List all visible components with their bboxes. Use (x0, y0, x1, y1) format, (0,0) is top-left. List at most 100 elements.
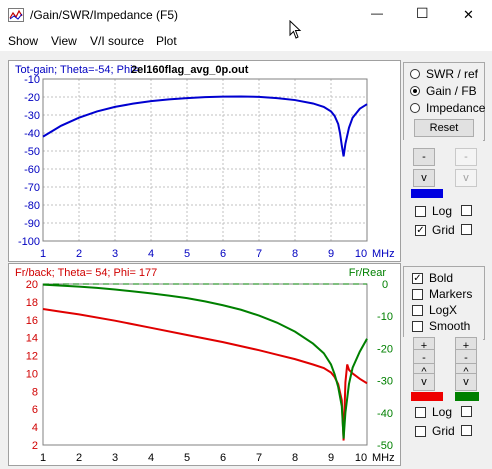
radio-gain-button[interactable] (410, 86, 420, 96)
bold-box[interactable]: ✓ (412, 272, 423, 284)
top-x-tick-label: 5 (184, 248, 190, 260)
top-y-tick-label: -80 (24, 200, 40, 212)
bottom-right-color-swatch[interactable] (455, 392, 479, 401)
radio-impedance-button[interactable] (410, 103, 420, 113)
bottom-x-tick-label: 4 (148, 452, 154, 464)
top-log-label: Log (432, 204, 453, 218)
top-x-tick-label: 3 (112, 248, 118, 260)
bottom-y-left-tick-label: 4 (32, 422, 38, 434)
top-color-swatch[interactable] (411, 189, 443, 198)
top-y-tick-label: -90 (24, 218, 40, 230)
close-button[interactable]: ✕ (446, 0, 492, 31)
bottom-y-left-tick-label: 2 (32, 440, 38, 452)
close-icon: ✕ (463, 7, 474, 22)
gain-series-line (42, 95, 368, 157)
bottom-grid-label: Grid (432, 424, 455, 438)
gain-chart: Tot-gain; Theta=-54; Phi=2el160flag_avg_… (15, 64, 395, 260)
radio-impedance[interactable]: Impedance (410, 100, 485, 116)
logx-box[interactable] (412, 304, 423, 316)
radio-swr-button[interactable] (410, 69, 420, 79)
bottom-y-left-tick-label: 14 (26, 333, 38, 345)
bottom-plot-right-header: Fr/Rear (349, 267, 387, 279)
bottom-log-checkbox[interactable]: Log (415, 405, 452, 419)
plot-type-group: SWR / ref Gain / FB Impedance Reset (403, 62, 485, 141)
reset-button[interactable]: Reset (414, 119, 474, 137)
radio-gain[interactable]: Gain / FB (410, 83, 477, 99)
minimize-button[interactable]: — (354, 0, 400, 31)
menu-view[interactable]: View (51, 34, 77, 48)
bottom-x-axis-unit: MHz (372, 452, 395, 464)
menu-bar: Show View V/I source Plot (0, 31, 492, 51)
bottom-grid-checkbox[interactable]: Grid (415, 424, 455, 438)
top-grid-box[interactable]: ✓ (415, 224, 426, 236)
bottom-x-tick-label: 7 (256, 452, 262, 464)
menu-plot[interactable]: Plot (156, 34, 177, 48)
top-y-tick-label: -50 (24, 146, 40, 158)
logx-label: LogX (429, 303, 458, 317)
bottom-y-right-tick-label: -10 (377, 311, 393, 323)
bottom-x-tick-label: 8 (292, 452, 298, 464)
logx-checkbox[interactable]: LogX (412, 303, 457, 317)
bottom-y-left-tick-label: 8 (32, 386, 38, 398)
bottom-y-right-tick-label: 0 (382, 279, 388, 291)
window-title: /Gain/SWR/Impedance (F5) (30, 8, 179, 22)
top-scale-down-left-button[interactable]: v (413, 169, 435, 187)
top-log-checkbox[interactable]: Log (415, 204, 452, 218)
markers-label: Markers (429, 287, 473, 301)
radio-gain-label: Gain / FB (426, 84, 477, 98)
top-log-right-box[interactable] (461, 205, 472, 216)
top-x-tick-label: 8 (292, 248, 298, 260)
top-plot-filename: 2el160flag_avg_0p.out (131, 64, 249, 76)
top-x-tick-label: 4 (148, 248, 154, 260)
frontback-plot-panel: Fr/back; Theta= 54; Phi= 177 Fr/Rear 20 18 1… (8, 263, 401, 466)
bottom-y-right-tick-label: -30 (377, 376, 393, 388)
top-y-tick-label: -10 (24, 74, 40, 86)
bottom-x-tick-label: 10 (355, 452, 367, 464)
top-scale-group: - - ^ v v Log ✓ Grid (403, 140, 483, 240)
bottom-x-tick-label: 6 (220, 452, 226, 464)
top-grid-checkbox[interactable]: ✓ Grid (415, 223, 455, 237)
smooth-label: Smooth (429, 319, 471, 333)
bottom-log-right-box[interactable] (461, 406, 472, 417)
top-x-tick-label: 1 (40, 248, 46, 260)
maximize-button[interactable]: ☐ (400, 0, 446, 31)
top-x-tick-label: 2 (76, 248, 82, 260)
top-scale-minus-right-button[interactable]: - (455, 148, 477, 166)
display-options-group: ✓ Bold Markers LogX Smooth (403, 266, 485, 340)
bottom-x-tick-label: 5 (184, 452, 190, 464)
bottom-grid-right-box[interactable] (461, 425, 472, 436)
top-y-tick-label: -60 (24, 164, 40, 176)
top-grid-label: Grid (432, 223, 455, 237)
smooth-box[interactable] (412, 320, 423, 332)
bottom-y-left-tick-label: 6 (32, 404, 38, 416)
bottom-grid-box[interactable] (415, 425, 426, 437)
maximize-icon: ☐ (416, 5, 429, 21)
frontback-chart: Fr/back; Theta= 54; Phi= 177 Fr/Rear20181… (15, 267, 395, 464)
bottom-scale-group: + + - - ^ ^ v v Log Grid (403, 337, 483, 465)
top-scale-minus-left-button[interactable]: - (413, 148, 435, 166)
top-log-box[interactable] (415, 205, 426, 217)
frontback-series-line (42, 308, 368, 441)
bottom-y-left-tick-label: 12 (26, 351, 38, 363)
top-scale-down-right-button[interactable]: v (455, 169, 477, 187)
markers-box[interactable] (412, 288, 423, 300)
title-bar: /Gain/SWR/Impedance (F5) — ☐ ✕ (0, 0, 492, 31)
bottom-log-box[interactable] (415, 406, 426, 418)
radio-impedance-label: Impedance (426, 101, 486, 115)
app-icon (8, 8, 24, 22)
bottom-left-down-button[interactable]: v (413, 373, 435, 391)
menu-vi-source[interactable]: V/I source (90, 34, 145, 48)
bottom-x-tick-label: 3 (112, 452, 118, 464)
top-y-tick-label: -70 (24, 182, 40, 194)
top-y-tick-label: -40 (24, 128, 40, 140)
menu-show[interactable]: Show (8, 34, 39, 48)
bottom-right-down-button[interactable]: v (455, 373, 477, 391)
top-grid-right-box[interactable] (461, 224, 472, 235)
markers-checkbox[interactable]: Markers (412, 287, 472, 301)
bold-checkbox[interactable]: ✓ Bold (412, 271, 453, 285)
bottom-left-color-swatch[interactable] (411, 392, 443, 401)
top-plot-frame (42, 78, 368, 242)
gain-plot-panel: Tot-gain; Theta=-54; Phi= 2el160flag_avg_… (8, 60, 401, 262)
radio-swr[interactable]: SWR / ref (410, 66, 478, 82)
smooth-checkbox[interactable]: Smooth (412, 319, 470, 333)
